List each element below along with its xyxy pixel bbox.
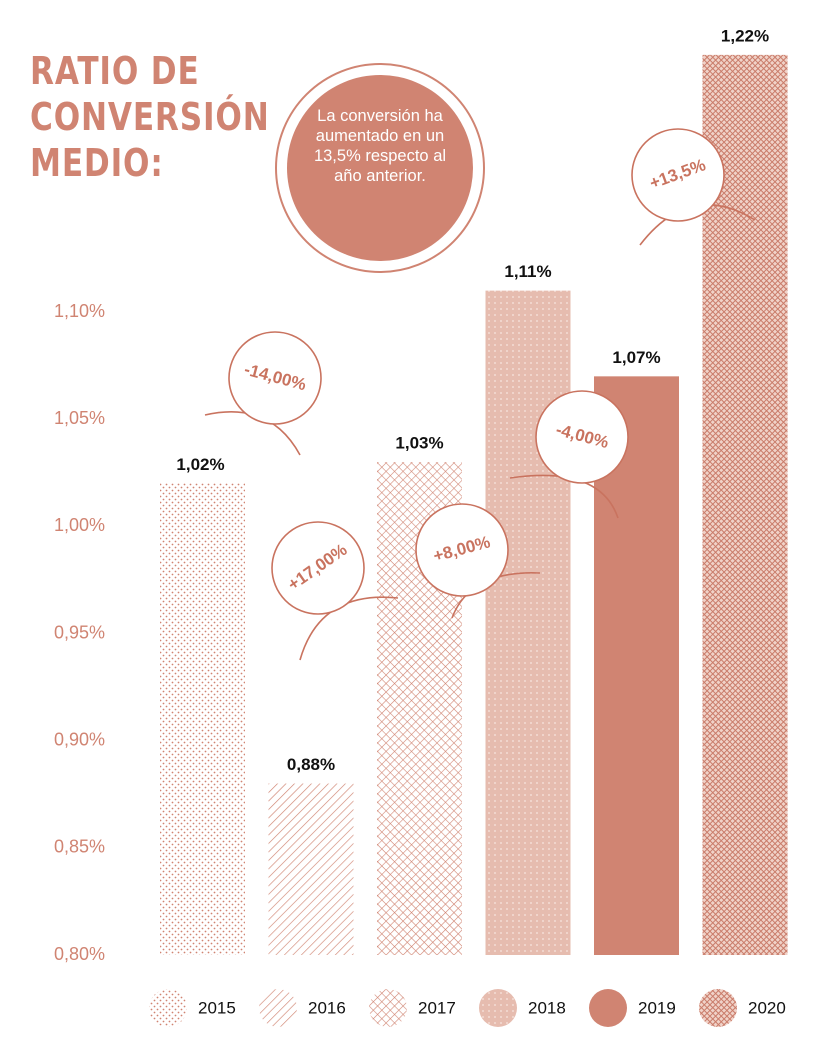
y-tick-label: 1,10% xyxy=(54,301,105,321)
bubble-text: La conversión ha aumentado en un 13,5% r… xyxy=(313,107,447,185)
y-tick-label: 0,80% xyxy=(54,944,105,964)
legend-label: 2019 xyxy=(638,998,676,1017)
y-tick-label: 1,05% xyxy=(54,408,105,428)
legend-label: 2015 xyxy=(198,998,236,1017)
bar xyxy=(268,783,354,955)
y-tick-label: 0,90% xyxy=(54,729,105,749)
value-label: 0,88% xyxy=(287,755,335,774)
y-tick-label: 1,00% xyxy=(54,515,105,535)
legend-label: 2017 xyxy=(418,998,456,1017)
chart-title: RATIO DE CONVERSIÓN MEDIO: xyxy=(30,49,270,185)
legend-label: 2018 xyxy=(528,998,566,1017)
legend-swatch xyxy=(699,989,737,1027)
y-tick-label: 0,95% xyxy=(54,622,105,642)
value-label: 1,03% xyxy=(395,434,443,453)
change-bubble xyxy=(271,521,365,615)
bubble-ring xyxy=(275,63,485,273)
legend-swatch xyxy=(149,989,187,1027)
legend-swatch xyxy=(369,989,407,1027)
bar xyxy=(160,483,245,955)
bubble xyxy=(287,75,473,261)
value-label: 1,02% xyxy=(176,455,224,474)
legend-swatch xyxy=(259,989,297,1027)
bar xyxy=(485,290,571,955)
value-label: 1,11% xyxy=(504,262,551,281)
legend-swatch xyxy=(589,989,627,1027)
value-label: 1,07% xyxy=(612,348,660,367)
legend-label: 2020 xyxy=(748,998,786,1017)
change-bubble xyxy=(631,128,725,222)
legend-label: 2016 xyxy=(308,998,346,1017)
value-label: 1,22% xyxy=(721,26,769,45)
change-bubble xyxy=(228,331,322,425)
change-bubble xyxy=(415,503,509,597)
legend-swatch xyxy=(479,989,517,1027)
y-tick-label: 0,85% xyxy=(54,837,105,857)
change-bubble xyxy=(535,390,629,484)
